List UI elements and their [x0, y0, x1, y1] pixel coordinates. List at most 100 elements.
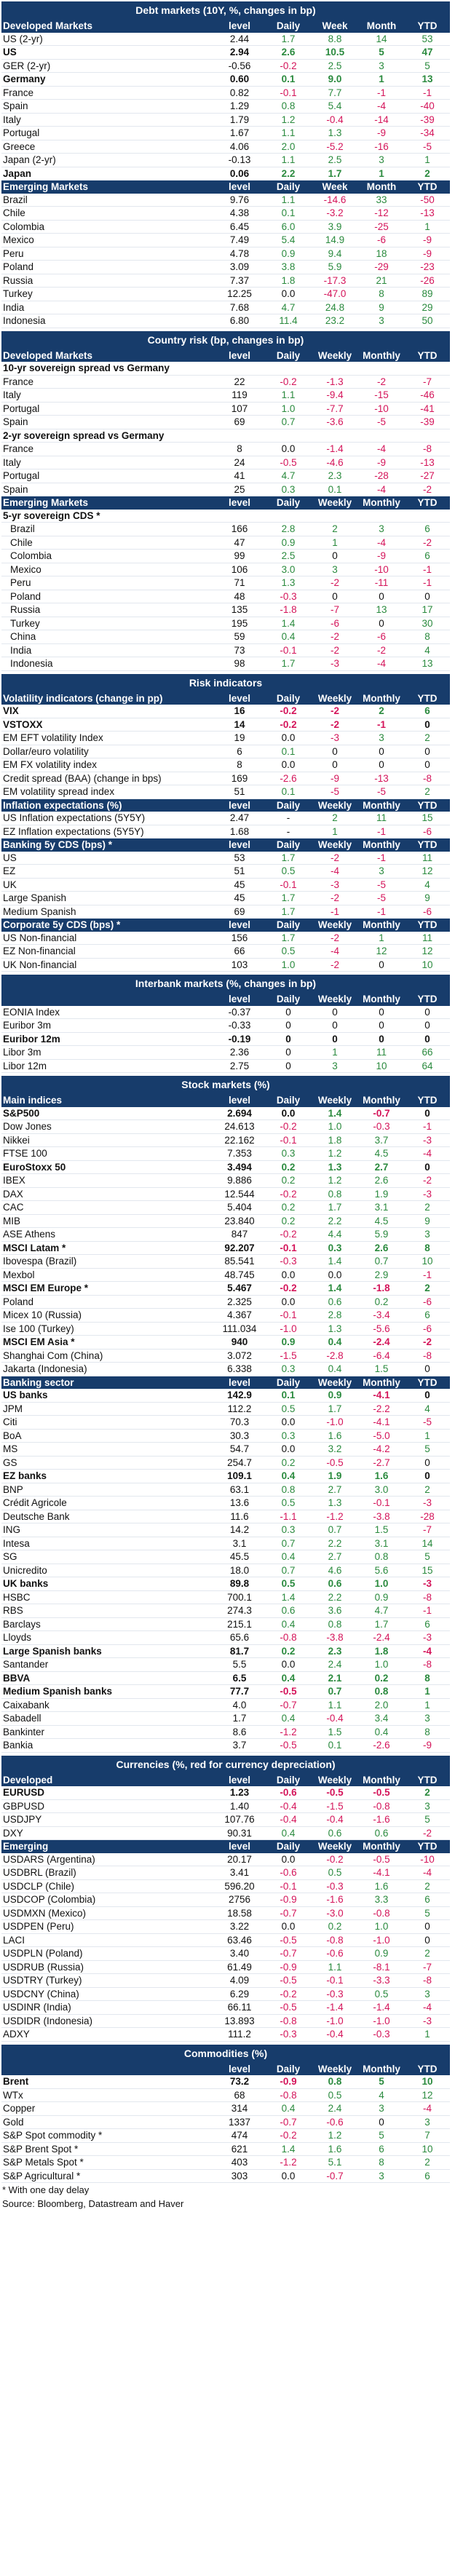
cell-daily: 0.2 [265, 1160, 312, 1174]
cell-weekly: 1.8 [312, 1133, 358, 1147]
cell-monthly: 2.7 [358, 1160, 405, 1174]
cell-monthly: 0 [358, 617, 405, 630]
row-label: Santander [1, 1657, 214, 1672]
cell-month: -6 [358, 233, 405, 247]
cell-weekly: 1.3 [312, 1496, 358, 1510]
cell-daily: 11.4 [265, 314, 312, 328]
cell-ytd: 1 [405, 1429, 450, 1443]
row-label: BNP [1, 1483, 214, 1497]
cell-level: 5.404 [214, 1200, 265, 1215]
column-header: Monthly [358, 2062, 405, 2075]
cell-weekly: 1.2 [312, 2128, 358, 2143]
row-label: Italy [1, 113, 214, 127]
cell-monthly: -2.6 [358, 1738, 405, 1753]
row-label: Japan (2-yr) [1, 153, 214, 167]
cell-weekly: 0.8 [312, 2075, 358, 2089]
cell-level: 0.60 [214, 72, 265, 87]
column-header: level [214, 2062, 265, 2075]
row-label: Italy [1, 388, 214, 403]
cell-ytd: 0 [405, 1389, 450, 1403]
cell-level: 16 [214, 705, 265, 718]
table-row: Spain 69 0.7 -3.6 -5 -39 [1, 415, 450, 429]
table-row: Portugal 41 4.7 2.3 -28 -27 [1, 469, 450, 483]
cell-level: 7.353 [214, 1146, 265, 1161]
cell-monthly: 1.9 [358, 1187, 405, 1201]
cell-daily: 0.5 [265, 1402, 312, 1416]
cell-ytd: 5 [405, 59, 450, 73]
cell-level: 6.80 [214, 314, 265, 328]
cell-weekly: 2.3 [312, 1644, 358, 1658]
cell-week: 7.7 [312, 86, 358, 100]
cell-week: 5.9 [312, 260, 358, 274]
cell-ytd: 0 [405, 718, 450, 732]
cell-monthly [358, 509, 405, 523]
column-header: Monthly [358, 993, 405, 1006]
cell-daily [265, 362, 312, 376]
cell-ytd: 13 [405, 657, 450, 671]
cell-level: 474 [214, 2128, 265, 2143]
table-row: Euribor 12m -0.19 0 0 0 0 [1, 1032, 450, 1046]
cell-ytd: -39 [405, 415, 450, 429]
cell-daily: 0.7 [265, 1537, 312, 1550]
cell-weekly: 1.5 [312, 1725, 358, 1739]
cell-monthly: 6 [358, 2142, 405, 2156]
cell-level: 51 [214, 864, 265, 879]
table-row: Unicredito 18.0 0.7 4.6 5.6 15 [1, 1564, 450, 1577]
cell-ytd: 2 [405, 1281, 450, 1296]
cell-daily: 1.0 [265, 402, 312, 416]
cell-ytd: 5 [405, 1550, 450, 1564]
cell-level: 11.6 [214, 1510, 265, 1523]
cell-daily: 1.4 [265, 617, 312, 630]
column-header: Developed Markets [1, 349, 214, 362]
cell-ytd: 1 [405, 1684, 450, 1699]
cell-ytd: -50 [405, 193, 450, 207]
column-header: Month [358, 181, 405, 194]
data-table: Developed level Daily Weekly Monthly YTD EURUS… [1, 1773, 450, 1841]
row-label: MSCI Latam * [1, 1241, 214, 1255]
cell-daily: 0.4 [265, 630, 312, 644]
row-label: Spain [1, 99, 214, 114]
cell-daily: 1.2 [265, 113, 312, 127]
row-label: Large Spanish banks [1, 1644, 214, 1658]
cell-level: 14 [214, 718, 265, 732]
table-row: HSBC 700.1 1.4 2.2 0.9 -8 [1, 1590, 450, 1604]
row-label: GBPUSD [1, 1799, 214, 1813]
cell-ytd: 1 [405, 153, 450, 167]
cell-level: 12.544 [214, 1187, 265, 1201]
cell-level: 63.1 [214, 1483, 265, 1497]
cell-weekly: 0.6 [312, 1826, 358, 1840]
cell-ytd: 5 [405, 1442, 450, 1457]
cell-monthly: 1.0 [358, 1577, 405, 1591]
cell-daily: 0.1 [265, 785, 312, 799]
row-label: Lloyds [1, 1630, 214, 1645]
table-row: France 8 0.0 -1.4 -4 -8 [1, 442, 450, 456]
row-label: France [1, 86, 214, 100]
cell-monthly: 2 [358, 705, 405, 718]
row-label: ING [1, 1523, 214, 1537]
table-row: EONIA Index -0.37 0 0 0 0 [1, 1005, 450, 1019]
footnote-delay: * With one day delay [2, 2184, 90, 2195]
cell-weekly: 0.3 [312, 1241, 358, 1255]
cell-daily: 3.8 [265, 260, 312, 274]
cell-ytd: -13 [405, 456, 450, 469]
cell-ytd: 6 [405, 1893, 450, 1907]
cell-level: 30.3 [214, 1429, 265, 1443]
row-label: Chile [1, 536, 214, 550]
cell-daily: -0.1 [265, 1879, 312, 1893]
cell-weekly: 3 [312, 1059, 358, 1073]
cell-ytd: 10 [405, 958, 450, 972]
cell-daily: 0.7 [265, 1564, 312, 1577]
cell-monthly: 10 [358, 1059, 405, 1073]
table-row: Shanghai Com (China) 3.072 -1.5 -2.8 -6.4 -8 [1, 1349, 450, 1363]
cell-level: 48 [214, 590, 265, 603]
table-row: Italy 119 1.1 -9.4 -15 -46 [1, 388, 450, 403]
cell-monthly: -2.4 [358, 1630, 405, 1645]
row-label: GS [1, 1456, 214, 1470]
column-header: YTD [405, 1840, 450, 1853]
cell-level [214, 429, 265, 443]
row-label: Spain [1, 483, 214, 496]
column-header: Main indices [1, 1094, 214, 1107]
cell-level: 3.494 [214, 1160, 265, 1174]
row-label: MSCI EM Asia * [1, 1335, 214, 1350]
cell-level: 73.2 [214, 2075, 265, 2089]
